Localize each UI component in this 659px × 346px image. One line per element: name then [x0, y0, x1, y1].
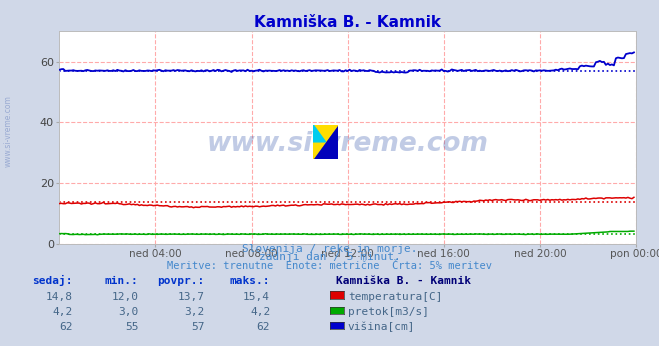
Text: Slovenija / reke in morje.: Slovenija / reke in morje. [242, 244, 417, 254]
Polygon shape [313, 125, 326, 142]
Polygon shape [313, 125, 338, 159]
Text: 62: 62 [59, 322, 72, 332]
Text: 55: 55 [125, 322, 138, 332]
Text: višina[cm]: višina[cm] [348, 322, 415, 332]
Text: 13,7: 13,7 [177, 292, 204, 302]
Text: 4,2: 4,2 [52, 307, 72, 317]
Text: 15,4: 15,4 [243, 292, 270, 302]
Title: Kamniška B. - Kamnik: Kamniška B. - Kamnik [254, 15, 441, 30]
Polygon shape [313, 125, 338, 159]
Text: www.si-vreme.com: www.si-vreme.com [4, 95, 13, 167]
Text: Meritve: trenutne  Enote: metrične  Črta: 5% meritev: Meritve: trenutne Enote: metrične Črta: … [167, 261, 492, 271]
Text: 4,2: 4,2 [250, 307, 270, 317]
Text: min.:: min.: [105, 276, 138, 286]
Text: 57: 57 [191, 322, 204, 332]
Text: 3,2: 3,2 [184, 307, 204, 317]
Text: sedaj:: sedaj: [32, 275, 72, 286]
Text: pretok[m3/s]: pretok[m3/s] [348, 307, 429, 317]
Text: www.si-vreme.com: www.si-vreme.com [207, 131, 488, 157]
Text: Kamniška B. - Kamnik: Kamniška B. - Kamnik [336, 276, 471, 286]
Text: zadnji dan / 5 minut.: zadnji dan / 5 minut. [258, 252, 401, 262]
Text: povpr.:: povpr.: [157, 276, 204, 286]
Text: 14,8: 14,8 [45, 292, 72, 302]
Text: 12,0: 12,0 [111, 292, 138, 302]
Text: 3,0: 3,0 [118, 307, 138, 317]
Text: temperatura[C]: temperatura[C] [348, 292, 442, 302]
Text: 62: 62 [257, 322, 270, 332]
Text: maks.:: maks.: [230, 276, 270, 286]
